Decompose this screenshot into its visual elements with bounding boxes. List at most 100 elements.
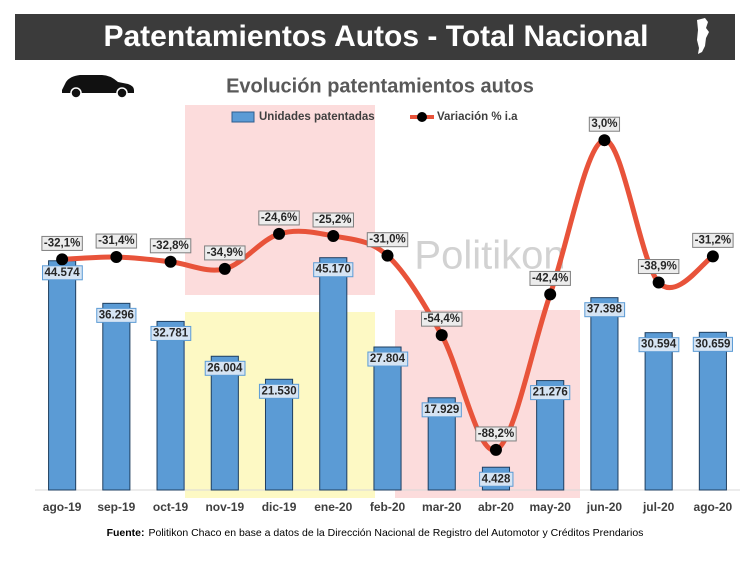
data-label: -31,2%	[695, 234, 731, 246]
line-marker	[381, 249, 394, 262]
line-marker	[110, 251, 123, 264]
line-marker	[327, 229, 340, 242]
legend-label: Unidades patentadas	[259, 111, 375, 123]
data-label-box	[638, 337, 680, 353]
bar	[590, 297, 619, 491]
header-title: Patentamientos Autos - Total Nacional	[103, 20, 648, 53]
data-label: 36.296	[99, 309, 134, 321]
data-label-box	[96, 307, 137, 323]
bar	[698, 331, 727, 491]
data-label-box	[588, 116, 621, 132]
map-icon	[697, 18, 709, 54]
bar	[48, 260, 77, 491]
data-label-box	[421, 402, 462, 418]
data-label-box	[421, 311, 463, 327]
source-label: Fuente:	[107, 527, 145, 539]
x-tick-label: nov-19	[205, 500, 244, 514]
data-label-box	[479, 471, 514, 487]
data-label: 26.004	[207, 362, 243, 374]
x-tick-label: may-20	[530, 500, 572, 514]
line-marker	[218, 262, 231, 275]
data-label-box	[95, 233, 138, 249]
data-label-box	[150, 325, 192, 341]
data-label: -32,1%	[44, 237, 80, 249]
car-icon	[62, 75, 134, 93]
data-label: 21.530	[261, 385, 296, 397]
car-wheel	[116, 87, 128, 99]
data-label: -25,2%	[315, 214, 351, 226]
legend-marker	[417, 112, 427, 122]
source-text: Politikon Chaco en base a datos de la Di…	[148, 527, 643, 539]
data-label-box	[366, 232, 409, 248]
data-label-box	[692, 232, 734, 248]
data-label: 27.804	[370, 353, 406, 365]
bar	[210, 355, 239, 491]
x-tick-label: ene-20	[314, 500, 352, 514]
source-note: Fuente: Politikon Chaco en base a datos d…	[107, 527, 644, 539]
bar	[102, 302, 131, 491]
line-marker	[273, 227, 286, 240]
line-marker	[598, 134, 611, 147]
bar	[644, 332, 673, 491]
x-tick-label: mar-20	[422, 500, 462, 514]
data-label: -42,4%	[532, 272, 568, 284]
data-label-box	[637, 259, 680, 275]
x-tick-label: sep-19	[97, 500, 135, 514]
bar	[319, 257, 348, 491]
line-marker	[652, 276, 665, 289]
data-label: 17.929	[424, 404, 459, 416]
data-label-box	[149, 238, 192, 254]
data-label-box	[258, 210, 300, 226]
data-label: -31,0%	[369, 234, 405, 246]
line-marker	[706, 250, 719, 263]
line-marker	[489, 443, 502, 456]
data-label: -32,8%	[152, 240, 188, 252]
data-label-box	[367, 351, 409, 367]
data-label: 30.594	[641, 339, 677, 351]
data-label: -54,4%	[424, 313, 460, 325]
data-label: -38,9%	[640, 261, 676, 273]
data-label-box	[312, 212, 354, 228]
x-tick-label: dic-19	[262, 500, 297, 514]
bar	[373, 346, 402, 491]
data-label: 37.398	[587, 304, 623, 316]
data-label-box	[204, 245, 246, 261]
data-label: -34,9%	[207, 247, 243, 259]
data-label-box	[41, 235, 83, 251]
x-tick-label: feb-20	[370, 500, 406, 514]
data-label-box	[475, 426, 517, 442]
data-label: 4.428	[482, 473, 511, 485]
data-label-box	[529, 270, 571, 286]
line-marker	[164, 255, 177, 268]
x-tick-label: jun-20	[586, 500, 623, 514]
data-label-box	[584, 302, 626, 318]
data-label: -88,2%	[478, 428, 514, 440]
bar	[156, 320, 185, 491]
data-label-box	[692, 336, 733, 352]
legend-label: Variación % i.a	[437, 111, 518, 123]
data-label-box	[258, 383, 300, 399]
data-label: 45.170	[316, 264, 351, 276]
line-marker	[435, 329, 448, 342]
data-label: 32.781	[153, 327, 189, 339]
data-label: 3,0%	[591, 118, 617, 130]
header-band	[15, 14, 735, 60]
x-tick-label: ago-19	[43, 500, 82, 514]
watermark: Politikon	[414, 234, 565, 278]
data-label-box	[313, 262, 354, 278]
data-label: -31,4%	[98, 235, 134, 247]
plot-area: ago-19 sep-19 oct-19 nov-19 dic-19 ene-20 feb-…	[35, 111, 740, 514]
legend-swatch	[231, 111, 255, 123]
data-label: -24,6%	[261, 212, 297, 224]
x-tick-label: abr-20	[478, 500, 514, 514]
data-label: 30.659	[695, 338, 730, 350]
data-label: 21.276	[533, 387, 568, 399]
data-label-box	[530, 385, 571, 401]
chart-title: Evolución patentamientos autos	[226, 75, 534, 97]
x-tick-label: jul-20	[642, 500, 675, 514]
car-wheel	[70, 87, 82, 99]
data-label-box	[42, 265, 83, 281]
data-label: 44.574	[45, 267, 81, 279]
line-marker	[544, 288, 557, 301]
